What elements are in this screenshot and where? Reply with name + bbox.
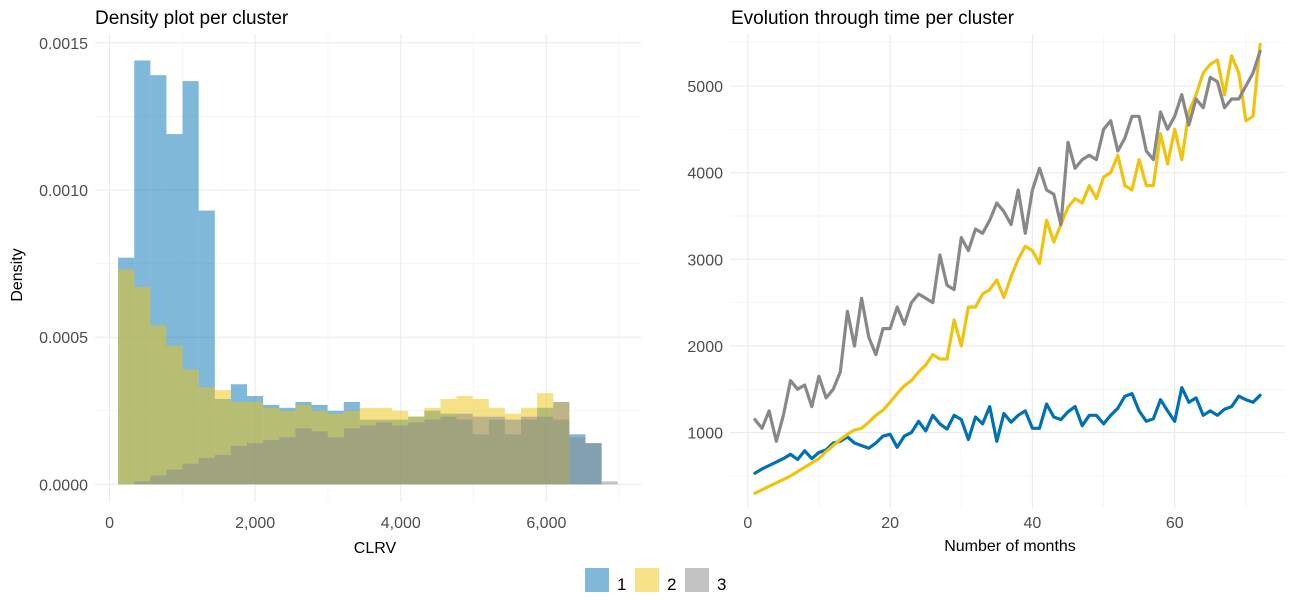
- histogram-bar-cluster-2: [134, 287, 151, 485]
- evolution-xlabel: Number of months: [944, 538, 1076, 555]
- legend-label: 1: [617, 575, 626, 594]
- density-xlabel: CLRV: [354, 540, 397, 557]
- histogram-bar-cluster-2: [118, 269, 135, 485]
- x-tick-label: 40: [1024, 515, 1042, 532]
- y-tick-label: 0.0015: [39, 36, 88, 53]
- histogram-bar-cluster-2: [150, 325, 167, 485]
- histogram-bar-cluster-3: [521, 416, 538, 485]
- density-title: Density plot per cluster: [95, 8, 289, 29]
- evolution-x-ticks: 0 20 40 60: [743, 515, 1183, 532]
- histogram-bar-cluster-3: [247, 443, 264, 485]
- histogram-bar-cluster-3: [424, 419, 441, 485]
- histogram-bar-cluster-3: [214, 454, 231, 485]
- evolution-panel: Evolution through time per cluster Numbe…: [687, 8, 1285, 555]
- x-tick-label: 20: [881, 515, 899, 532]
- histogram-bar-cluster-3: [456, 413, 473, 485]
- histogram-bar-cluster-3: [553, 401, 570, 485]
- histogram-bar-cluster-3: [537, 416, 554, 485]
- evolution-y-ticks: 1000 2000 3000 4000 5000: [687, 79, 723, 443]
- x-tick-label: 60: [1166, 515, 1184, 532]
- legend-key-3: [685, 568, 709, 592]
- density-ylabel: Density: [9, 248, 26, 301]
- density-x-ticks: 0 2,000 4,000 6,000: [105, 515, 566, 532]
- histogram-bar-cluster-3: [392, 425, 409, 485]
- histogram-bar-cluster-3: [601, 481, 618, 485]
- histogram-bar-cluster-3: [488, 416, 505, 485]
- histogram-bar-cluster-3: [182, 463, 199, 485]
- x-tick-label: 0: [743, 515, 752, 532]
- histogram-bar-cluster-3: [166, 469, 183, 485]
- legend-key-2: [635, 568, 659, 592]
- density-panel: Density plot per cluster CLRV Density 0 2…: [9, 8, 641, 557]
- histogram-bar-cluster-3: [472, 416, 489, 485]
- series-line-cluster-1: [753, 386, 1262, 475]
- legend-key-1: [585, 568, 609, 592]
- evolution-lines: [753, 42, 1262, 495]
- histogram-bar-cluster-3: [279, 437, 296, 485]
- histogram-bar-cluster-3: [311, 431, 328, 485]
- x-tick-label: 6,000: [526, 515, 566, 532]
- density-y-ticks: 0.0000 0.0005 0.0010 0.0015: [39, 36, 88, 495]
- legend-label: 2: [667, 575, 676, 594]
- y-tick-label: 4000: [687, 166, 723, 183]
- y-tick-label: 0.0010: [39, 183, 88, 200]
- y-tick-label: 5000: [687, 79, 723, 96]
- histogram-bar-cluster-3: [504, 419, 522, 485]
- density-bars: [118, 60, 618, 485]
- y-tick-label: 3000: [687, 252, 723, 269]
- x-tick-label: 2,000: [235, 515, 275, 532]
- histogram-bar-cluster-3: [230, 446, 248, 485]
- legend-label: 3: [717, 575, 726, 594]
- histogram-bar-cluster-2: [166, 346, 183, 485]
- histogram-bar-cluster-3: [327, 437, 344, 485]
- histogram-bar-cluster-3: [343, 428, 360, 485]
- histogram-bar-cluster-3: [440, 416, 457, 485]
- histogram-bar-cluster-3: [150, 475, 167, 485]
- y-tick-label: 1000: [687, 426, 723, 443]
- x-tick-label: 4,000: [381, 515, 421, 532]
- histogram-bar-cluster-3: [585, 443, 602, 485]
- histogram-bar-cluster-3: [134, 481, 151, 485]
- histogram-bar-cluster-3: [408, 422, 425, 485]
- series-line-cluster-3: [753, 49, 1262, 443]
- histogram-bar-cluster-3: [295, 428, 312, 485]
- x-tick-label: 0: [105, 515, 114, 532]
- histogram-bar-cluster-3: [375, 422, 393, 485]
- y-tick-label: 0.0005: [39, 330, 88, 347]
- histogram-bar-cluster-3: [198, 457, 215, 485]
- histogram-bar-cluster-3: [263, 440, 280, 485]
- histogram-bar-cluster-3: [569, 437, 586, 485]
- legend: 1 2 3: [585, 568, 726, 594]
- histogram-bar-cluster-2: [182, 369, 199, 485]
- histogram-bar-cluster-3: [359, 425, 376, 485]
- series-line-cluster-2: [753, 42, 1262, 495]
- y-tick-label: 0.0000: [39, 477, 88, 494]
- evolution-title: Evolution through time per cluster: [731, 8, 1015, 29]
- y-tick-label: 2000: [687, 339, 723, 356]
